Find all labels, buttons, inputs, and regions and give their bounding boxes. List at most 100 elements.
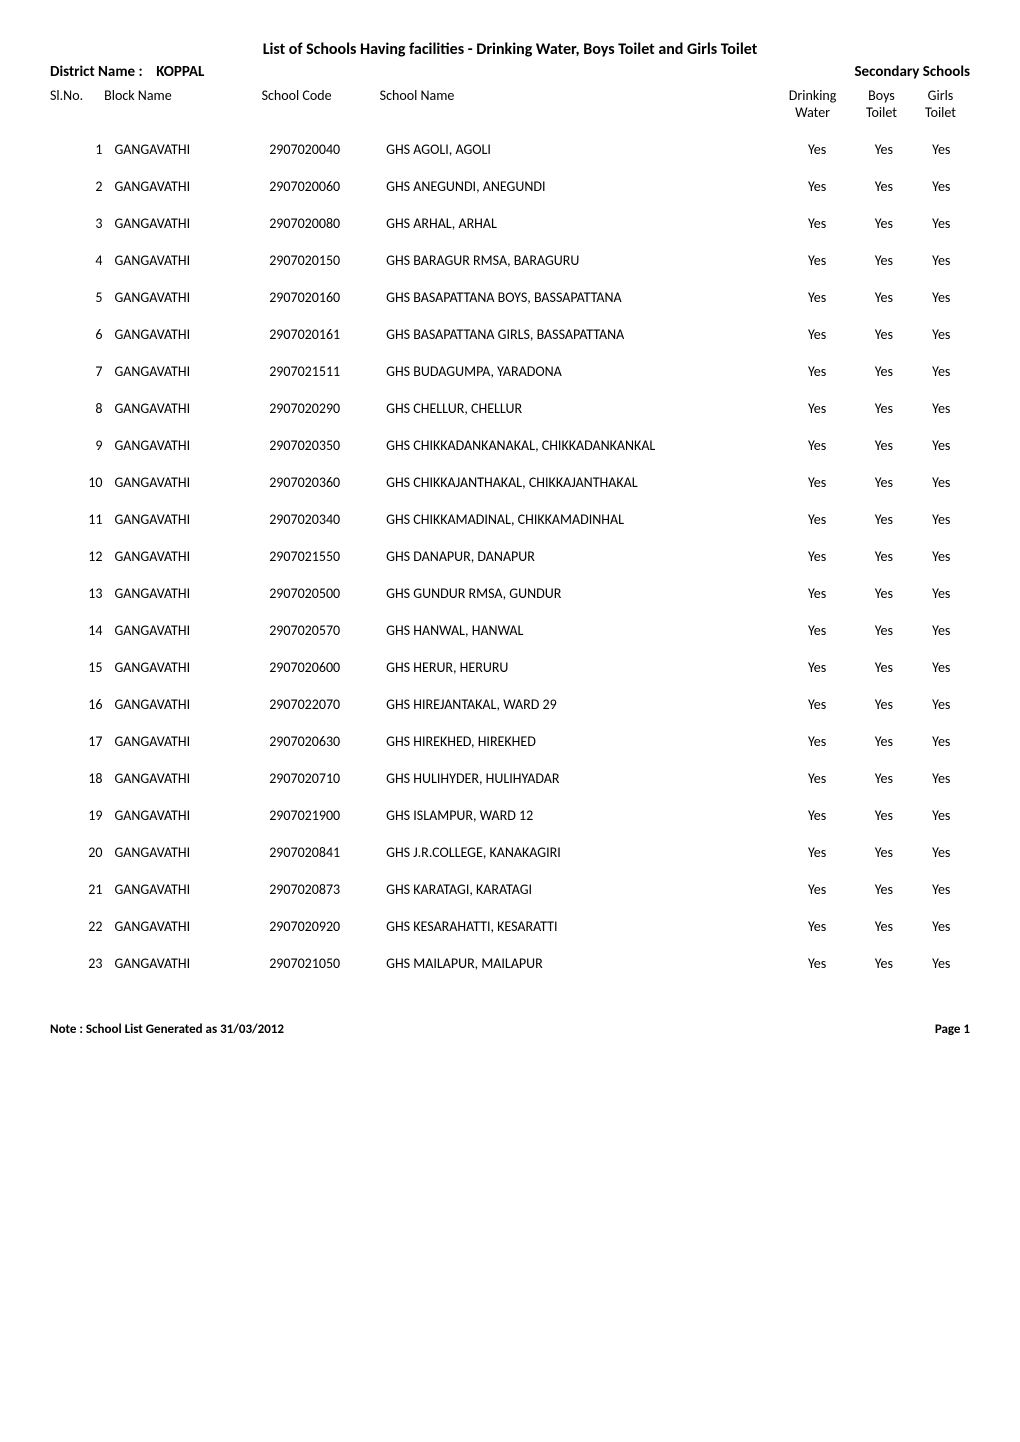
schools-table: 1GANGAVATHI2907020040GHS AGOLI, AGOLIYes… xyxy=(50,131,970,982)
cell-boys: Yes xyxy=(855,723,912,760)
cell-slno: 10 xyxy=(50,464,114,501)
cell-slno: 5 xyxy=(50,279,114,316)
cell-boys: Yes xyxy=(855,427,912,464)
cell-slno: 4 xyxy=(50,242,114,279)
cell-slno: 23 xyxy=(50,945,114,982)
table-row: 11GANGAVATHI2907020340GHS CHIKKAMADINAL,… xyxy=(50,501,970,538)
table-row: 10GANGAVATHI2907020360GHS CHIKKAJANTHAKA… xyxy=(50,464,970,501)
cell-code: 2907020160 xyxy=(269,279,386,316)
cell-boys: Yes xyxy=(855,908,912,945)
col-code-header: School Code xyxy=(262,87,380,121)
cell-block: GANGAVATHI xyxy=(114,168,269,205)
table-row: 1GANGAVATHI2907020040GHS AGOLI, AGOLIYes… xyxy=(50,131,970,168)
cell-girls: Yes xyxy=(913,760,970,797)
cell-name: GHS DANAPUR, DANAPUR xyxy=(386,538,779,575)
table-row: 23GANGAVATHI2907021050GHS MAILAPUR, MAIL… xyxy=(50,945,970,982)
table-row: 15GANGAVATHI2907020600GHS HERUR, HERURUY… xyxy=(50,649,970,686)
cell-block: GANGAVATHI xyxy=(114,760,269,797)
table-row: 2GANGAVATHI2907020060GHS ANEGUNDI, ANEGU… xyxy=(50,168,970,205)
cell-drink: Yes xyxy=(779,242,855,279)
footer-page: Page 1 xyxy=(935,1022,970,1037)
cell-block: GANGAVATHI xyxy=(114,501,269,538)
cell-girls: Yes xyxy=(913,834,970,871)
cell-block: GANGAVATHI xyxy=(114,871,269,908)
cell-girls: Yes xyxy=(913,205,970,242)
table-row: 9GANGAVATHI2907020350GHS CHIKKADANKANAKA… xyxy=(50,427,970,464)
cell-block: GANGAVATHI xyxy=(114,686,269,723)
table-row: 22GANGAVATHI2907020920GHS KESARAHATTI, K… xyxy=(50,908,970,945)
cell-slno: 17 xyxy=(50,723,114,760)
cell-name: GHS HULIHYDER, HULIHYADAR xyxy=(386,760,779,797)
cell-slno: 12 xyxy=(50,538,114,575)
cell-boys: Yes xyxy=(855,649,912,686)
cell-slno: 1 xyxy=(50,131,114,168)
cell-code: 2907021050 xyxy=(269,945,386,982)
cell-drink: Yes xyxy=(779,797,855,834)
cell-drink: Yes xyxy=(779,501,855,538)
cell-slno: 15 xyxy=(50,649,114,686)
cell-block: GANGAVATHI xyxy=(114,131,269,168)
page-title: List of Schools Having facilities - Drin… xyxy=(50,40,970,59)
cell-block: GANGAVATHI xyxy=(114,279,269,316)
cell-code: 2907020150 xyxy=(269,242,386,279)
table-row: 3GANGAVATHI2907020080GHS ARHAL, ARHALYes… xyxy=(50,205,970,242)
cell-block: GANGAVATHI xyxy=(114,538,269,575)
col-slno-header: Sl.No. xyxy=(50,87,104,121)
cell-girls: Yes xyxy=(913,871,970,908)
cell-name: GHS HIREKHED, HIREKHED xyxy=(386,723,779,760)
cell-name: GHS HANWAL, HANWAL xyxy=(386,612,779,649)
cell-code: 2907020710 xyxy=(269,760,386,797)
cell-girls: Yes xyxy=(913,612,970,649)
cell-drink: Yes xyxy=(779,945,855,982)
cell-name: GHS ANEGUNDI, ANEGUNDI xyxy=(386,168,779,205)
cell-block: GANGAVATHI xyxy=(114,353,269,390)
cell-code: 2907020500 xyxy=(269,575,386,612)
cell-boys: Yes xyxy=(855,390,912,427)
col-name-header: School Name xyxy=(380,87,774,121)
cell-block: GANGAVATHI xyxy=(114,390,269,427)
cell-girls: Yes xyxy=(913,131,970,168)
cell-name: GHS BUDAGUMPA, YARADONA xyxy=(386,353,779,390)
cell-girls: Yes xyxy=(913,686,970,723)
col-drink-header: Drinking Water xyxy=(773,87,852,121)
cell-boys: Yes xyxy=(855,242,912,279)
district-name: KOPPAL xyxy=(156,63,204,81)
cell-boys: Yes xyxy=(855,131,912,168)
cell-slno: 19 xyxy=(50,797,114,834)
cell-drink: Yes xyxy=(779,871,855,908)
cell-drink: Yes xyxy=(779,760,855,797)
cell-name: GHS ARHAL, ARHAL xyxy=(386,205,779,242)
cell-drink: Yes xyxy=(779,316,855,353)
cell-drink: Yes xyxy=(779,723,855,760)
cell-code: 2907020630 xyxy=(269,723,386,760)
cell-code: 2907020841 xyxy=(269,834,386,871)
cell-slno: 11 xyxy=(50,501,114,538)
cell-boys: Yes xyxy=(855,353,912,390)
table-row: 6GANGAVATHI2907020161GHS BASAPATTANA GIR… xyxy=(50,316,970,353)
cell-block: GANGAVATHI xyxy=(114,427,269,464)
cell-slno: 22 xyxy=(50,908,114,945)
col-boys-header: Boys Toilet xyxy=(852,87,911,121)
cell-boys: Yes xyxy=(855,538,912,575)
cell-code: 2907021550 xyxy=(269,538,386,575)
col-girls-header: Girls Toilet xyxy=(911,87,970,121)
cell-code: 2907020161 xyxy=(269,316,386,353)
cell-name: GHS BASAPATTANA BOYS, BASSAPATTANA xyxy=(386,279,779,316)
cell-drink: Yes xyxy=(779,390,855,427)
table-row: 18GANGAVATHI2907020710GHS HULIHYDER, HUL… xyxy=(50,760,970,797)
col-block-header: Block Name xyxy=(104,87,261,121)
cell-boys: Yes xyxy=(855,945,912,982)
cell-girls: Yes xyxy=(913,649,970,686)
cell-girls: Yes xyxy=(913,168,970,205)
cell-block: GANGAVATHI xyxy=(114,464,269,501)
cell-code: 2907020290 xyxy=(269,390,386,427)
cell-girls: Yes xyxy=(913,575,970,612)
cell-boys: Yes xyxy=(855,501,912,538)
cell-block: GANGAVATHI xyxy=(114,242,269,279)
cell-code: 2907020360 xyxy=(269,464,386,501)
cell-name: GHS J.R.COLLEGE, KANAKAGIRI xyxy=(386,834,779,871)
cell-drink: Yes xyxy=(779,538,855,575)
cell-boys: Yes xyxy=(855,316,912,353)
cell-slno: 7 xyxy=(50,353,114,390)
cell-drink: Yes xyxy=(779,279,855,316)
